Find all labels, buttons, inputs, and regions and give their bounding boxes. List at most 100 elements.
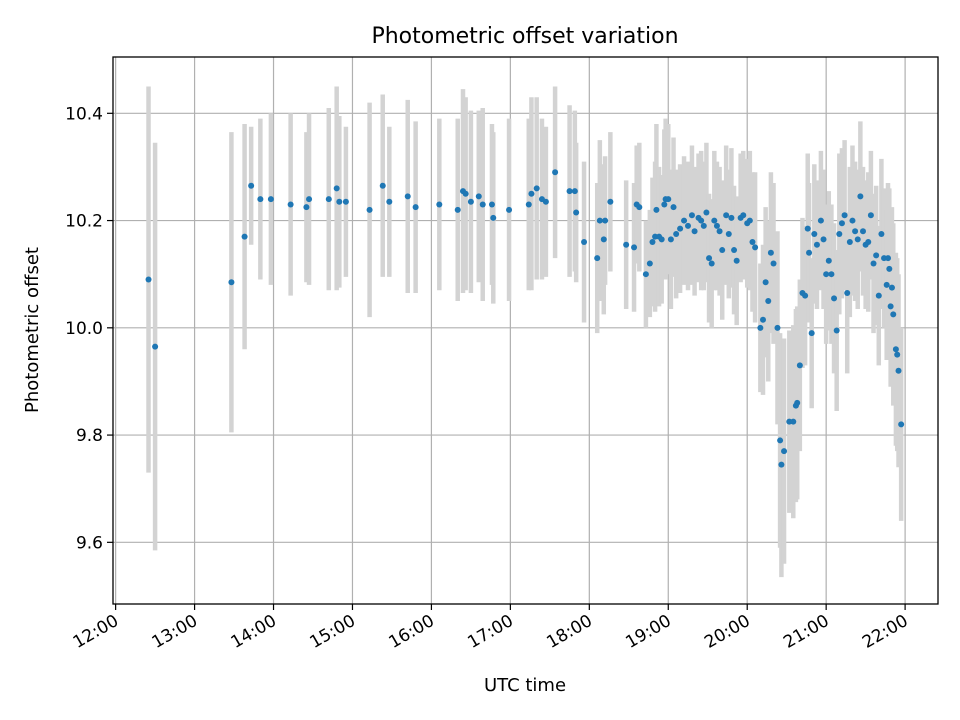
data-point: [811, 230, 818, 237]
data-point: [760, 316, 766, 323]
data-point: [706, 255, 713, 262]
data-point: [306, 196, 313, 203]
data-point: [600, 236, 607, 243]
data-point: [746, 217, 753, 224]
x-tick-label: 19:00: [622, 611, 674, 653]
data-point: [846, 239, 853, 246]
data-point: [462, 190, 469, 197]
data-point: [542, 198, 549, 205]
data-point: [878, 230, 885, 237]
data-point: [488, 201, 495, 208]
data-point: [631, 244, 638, 251]
plot-frame: [112, 56, 939, 605]
data-point: [886, 265, 893, 272]
data-point: [379, 182, 386, 189]
x-tick-label: 15:00: [307, 611, 359, 653]
data-point: [303, 204, 310, 211]
data-point: [820, 236, 827, 243]
data-point: [894, 351, 901, 358]
data-point: [823, 271, 830, 278]
data-point: [777, 437, 784, 444]
data-point: [667, 236, 674, 243]
data-point: [333, 185, 340, 192]
data-point: [708, 260, 715, 267]
data-point: [888, 284, 895, 291]
x-tick-label: 14:00: [228, 611, 280, 653]
data-point: [698, 217, 705, 224]
data-point: [875, 292, 882, 299]
data-point: [770, 260, 777, 267]
data-point: [404, 193, 411, 200]
data-point: [636, 204, 643, 211]
data-point: [857, 193, 864, 200]
data-point: [658, 236, 665, 243]
y-tick-label: 9.8: [76, 426, 103, 446]
data-point: [828, 271, 835, 278]
data-point: [781, 448, 788, 455]
data-point: [642, 271, 649, 278]
data-point: [762, 279, 769, 286]
data-point: [490, 214, 497, 221]
data-point: [790, 418, 797, 425]
chart-title: Photometric offset variation: [371, 24, 678, 49]
y-axis: 9.6 9.8 10.0 10.2 10.4: [65, 104, 113, 553]
data-point: [767, 249, 774, 256]
data-point: [867, 212, 874, 219]
data-point: [870, 260, 877, 267]
data-point: [475, 193, 482, 200]
data-point: [887, 303, 894, 310]
data-point: [841, 212, 848, 219]
data-point: [895, 367, 902, 374]
data-point: [467, 198, 474, 205]
data-point: [716, 228, 723, 235]
data-point: [454, 206, 461, 213]
data-point: [670, 204, 677, 211]
data-points: [145, 169, 905, 468]
data-point: [552, 169, 559, 176]
data-point: [602, 217, 609, 224]
data-point: [571, 188, 578, 195]
data-point: [661, 201, 668, 208]
data-point: [594, 255, 601, 262]
data-point: [806, 249, 813, 256]
data-point: [691, 228, 698, 235]
x-tick-label: 12:00: [70, 611, 122, 653]
data-point: [757, 324, 764, 331]
data-point: [796, 362, 803, 369]
data-point: [865, 239, 872, 246]
data-point: [607, 198, 614, 205]
data-point: [267, 196, 274, 203]
data-point: [860, 228, 866, 235]
data-point: [528, 190, 535, 197]
data-point: [673, 230, 680, 237]
data-point: [228, 279, 235, 286]
data-point: [681, 217, 688, 224]
data-point: [794, 399, 801, 406]
data-point: [711, 217, 718, 224]
error-bars: [146, 86, 904, 578]
data-point: [573, 209, 580, 216]
data-point: [366, 206, 373, 213]
x-tick-label: 16:00: [385, 611, 437, 653]
data-point: [854, 236, 861, 243]
x-tick-label: 21:00: [780, 611, 832, 653]
data-point: [566, 188, 573, 195]
data-point: [778, 461, 785, 468]
data-point: [728, 214, 735, 221]
data-point: [885, 255, 891, 262]
data-point: [804, 225, 811, 232]
y-tick-label: 10.2: [65, 212, 103, 232]
data-point: [342, 198, 349, 205]
data-point: [849, 217, 856, 224]
data-point: [723, 212, 730, 219]
data-point: [386, 198, 393, 205]
data-point: [719, 247, 726, 254]
x-axis-label: UTC time: [484, 675, 566, 696]
y-axis-label: Photometric offset: [22, 247, 43, 413]
data-point: [596, 217, 603, 224]
data-point: [873, 252, 880, 259]
data-point: [774, 324, 781, 331]
data-point: [703, 209, 710, 216]
data-point: [436, 201, 443, 208]
